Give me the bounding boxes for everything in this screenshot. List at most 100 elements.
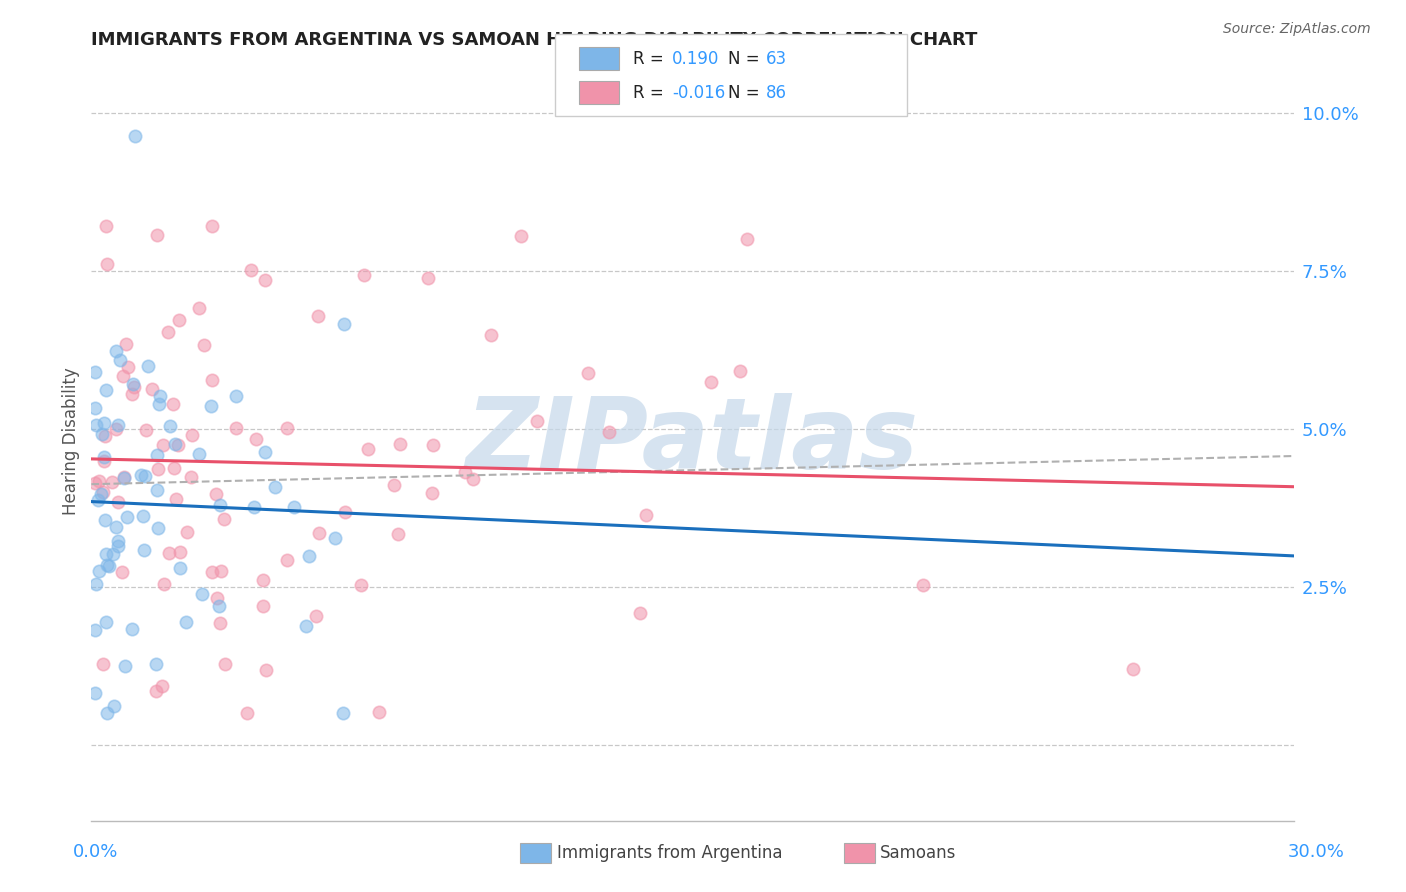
Point bbox=[283, 500, 305, 514]
Point bbox=[148, 397, 170, 411]
Point bbox=[193, 338, 215, 352]
Point bbox=[461, 472, 484, 486]
Point bbox=[201, 219, 224, 233]
Point bbox=[254, 664, 277, 678]
Text: R =: R = bbox=[633, 50, 669, 68]
Point bbox=[146, 521, 169, 535]
Point bbox=[239, 263, 262, 277]
Point bbox=[389, 437, 412, 451]
Text: 0.190: 0.190 bbox=[672, 50, 720, 68]
Point bbox=[912, 578, 935, 592]
Point bbox=[96, 558, 118, 573]
Point bbox=[454, 465, 477, 479]
Point bbox=[135, 423, 157, 437]
Point bbox=[121, 387, 143, 401]
Point bbox=[728, 364, 751, 378]
Point bbox=[225, 420, 247, 434]
Point bbox=[107, 534, 129, 549]
Point bbox=[332, 706, 354, 721]
Point bbox=[153, 577, 176, 591]
Point bbox=[114, 658, 136, 673]
Point bbox=[84, 401, 107, 416]
Point bbox=[295, 618, 318, 632]
Point bbox=[84, 364, 107, 378]
Point bbox=[100, 475, 122, 490]
Point bbox=[96, 706, 118, 721]
Point bbox=[181, 428, 204, 442]
Point bbox=[169, 560, 191, 574]
Point bbox=[163, 437, 186, 451]
Point bbox=[91, 426, 114, 441]
Point bbox=[368, 706, 391, 720]
Point bbox=[333, 317, 356, 331]
Point bbox=[96, 257, 118, 271]
Point bbox=[111, 566, 134, 580]
Text: IMMIGRANTS FROM ARGENTINA VS SAMOAN HEARING DISABILITY CORRELATION CHART: IMMIGRANTS FROM ARGENTINA VS SAMOAN HEAR… bbox=[91, 31, 977, 49]
Point bbox=[124, 128, 146, 143]
Text: Samoans: Samoans bbox=[880, 844, 956, 862]
Text: R =: R = bbox=[633, 84, 669, 102]
Point bbox=[214, 657, 236, 671]
Point bbox=[91, 484, 114, 499]
Point bbox=[208, 599, 231, 613]
Point bbox=[479, 327, 502, 342]
Point bbox=[117, 359, 139, 374]
Point bbox=[129, 468, 152, 483]
Point bbox=[162, 397, 184, 411]
Point bbox=[350, 578, 373, 592]
Point bbox=[152, 438, 174, 452]
Point bbox=[159, 419, 181, 434]
Point bbox=[176, 524, 198, 539]
Point bbox=[84, 623, 107, 637]
Point bbox=[163, 460, 186, 475]
Point bbox=[243, 500, 266, 515]
Point bbox=[105, 519, 128, 533]
Point bbox=[122, 376, 145, 391]
Point bbox=[628, 607, 651, 621]
Point bbox=[225, 389, 247, 403]
Point bbox=[93, 450, 115, 464]
Point bbox=[308, 526, 330, 541]
Point bbox=[149, 389, 172, 403]
Point bbox=[245, 432, 267, 446]
Point bbox=[89, 475, 111, 489]
Point bbox=[101, 547, 124, 561]
Point bbox=[97, 559, 120, 574]
Point bbox=[252, 599, 274, 614]
Point bbox=[90, 487, 112, 501]
Text: 63: 63 bbox=[766, 50, 787, 68]
Point bbox=[87, 492, 110, 507]
Point bbox=[146, 228, 169, 243]
Text: -0.016: -0.016 bbox=[672, 84, 725, 102]
Point bbox=[176, 615, 198, 630]
Point bbox=[264, 480, 287, 494]
Point bbox=[357, 442, 380, 456]
Point bbox=[94, 219, 117, 233]
Point bbox=[307, 309, 329, 323]
Point bbox=[200, 399, 222, 413]
Y-axis label: Hearing Disability: Hearing Disability bbox=[62, 368, 80, 516]
Point bbox=[335, 505, 357, 519]
Point bbox=[112, 369, 135, 384]
Point bbox=[146, 448, 169, 462]
Point bbox=[156, 325, 179, 339]
Point bbox=[94, 429, 117, 443]
Point bbox=[108, 353, 131, 368]
Point bbox=[387, 526, 409, 541]
Text: Immigrants from Argentina: Immigrants from Argentina bbox=[557, 844, 782, 862]
Point bbox=[201, 565, 224, 579]
Point bbox=[212, 511, 235, 525]
Point bbox=[254, 273, 277, 287]
Point bbox=[141, 382, 163, 396]
Point bbox=[276, 552, 298, 566]
Point bbox=[121, 622, 143, 636]
Text: 86: 86 bbox=[766, 84, 787, 102]
Point bbox=[145, 684, 167, 698]
Point bbox=[94, 615, 117, 629]
Point bbox=[114, 470, 136, 484]
Point bbox=[598, 425, 620, 440]
Point bbox=[167, 438, 190, 452]
Point bbox=[187, 301, 209, 315]
Text: Source: ZipAtlas.com: Source: ZipAtlas.com bbox=[1223, 22, 1371, 37]
Point bbox=[105, 344, 128, 359]
